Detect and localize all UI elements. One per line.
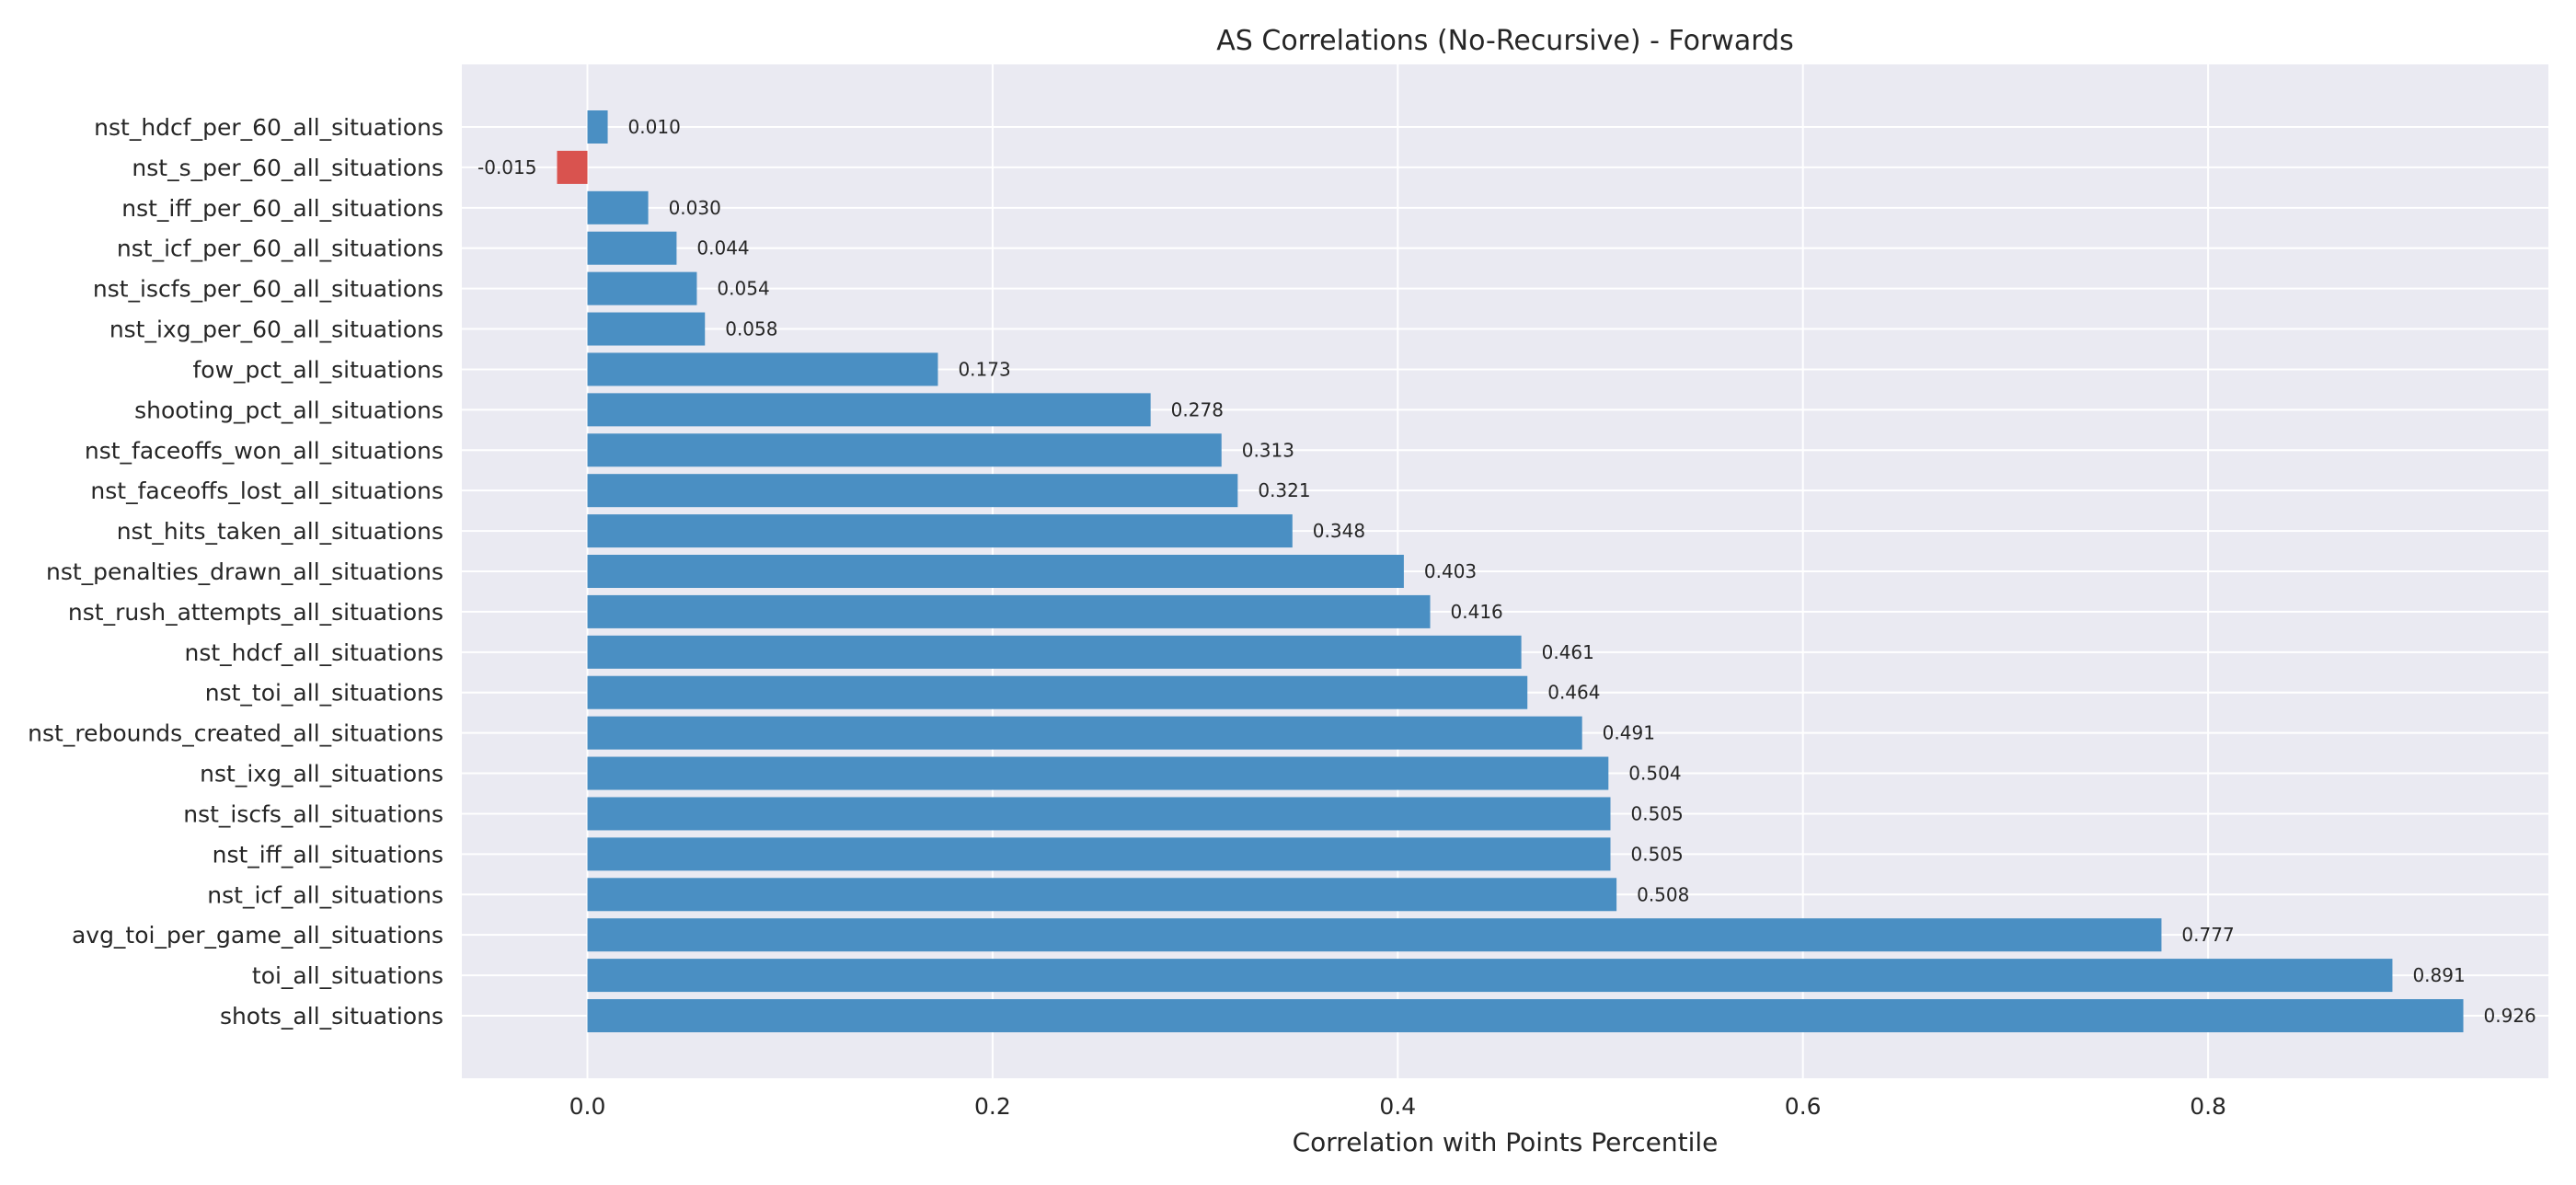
bar-toi_all_situations [587,959,2393,993]
value-label: 0.403 [1424,560,1477,582]
y-tick-label: nst_icf_per_60_all_situations [117,236,443,262]
y-tick-label: nst_rebounds_created_all_situations [28,720,443,747]
value-label: 0.054 [717,278,769,300]
y-tick-label: shooting_pct_all_situations [134,397,443,423]
y-tick-label: nst_iff_all_situations [213,841,443,868]
value-label: 0.464 [1547,682,1600,704]
y-tick-labels: nst_hdcf_per_60_all_situations nst_s_per_… [28,114,443,1030]
y-tick-label: toi_all_situations [252,962,443,989]
chart-title: AS Correlations (No-Recursive) - Forward… [1216,25,1793,57]
bar-nst_faceoffs_lost_all_situations [587,474,1238,508]
bar-nst_iscfs_all_situations [587,797,1611,831]
y-tick-label: nst_hits_taken_all_situations [117,518,443,545]
x-tick-label: 0.2 [974,1093,1011,1120]
y-tick-label: nst_icf_all_situations [207,881,443,908]
bar-avg_toi_per_game_all_situations [587,918,2162,952]
value-label: 0.313 [1242,439,1294,461]
value-label: 0.926 [2484,1005,2536,1027]
y-tick-label: nst_hdcf_all_situations [185,639,444,666]
x-tick-label: 0.6 [1785,1093,1822,1120]
x-tick-labels: 0.0 0.2 0.4 0.6 0.8 [569,1093,2226,1120]
y-tick-label: nst_ixg_per_60_all_situations [109,316,443,343]
bar-nst_icf_all_situations [587,878,1617,912]
value-label: 0.030 [669,197,721,219]
y-tick-label: nst_penalties_drawn_all_situations [46,558,443,585]
bar-shooting_pct_all_situations [587,393,1151,427]
y-tick-label: fow_pct_all_situations [192,356,443,383]
value-label: 0.173 [958,358,1010,380]
value-label: 0.058 [725,318,777,340]
bar-nst_ixg_per_60_all_situations [587,312,706,346]
value-label: -0.015 [477,156,536,178]
bar-nst_iff_per_60_all_situations [587,190,649,224]
value-label: 0.505 [1631,843,1684,865]
y-tick-label: shots_all_situations [220,1003,443,1030]
bar-nst_hits_taken_all_situations [587,514,1293,548]
value-labels: 0.010 -0.015 0.030 0.044 0.054 0.058 0.173 0.27… [477,116,2536,1027]
y-tick-label: nst_rush_attempts_all_situations [68,599,443,626]
value-label: 0.491 [1603,722,1655,744]
value-label: 0.010 [628,116,681,138]
y-tick-label: nst_iscfs_all_situations [183,800,443,827]
value-label: 0.508 [1637,883,1689,905]
bar-nst_hdcf_all_situations [587,635,1522,669]
bar-nst_toi_all_situations [587,675,1528,709]
y-tick-label: nst_ixg_all_situations [200,761,443,788]
bar-nst_rebounds_created_all_situations [587,716,1582,750]
y-tick-label: nst_toi_all_situations [205,680,443,707]
value-label: 0.348 [1313,520,1365,542]
value-label: 0.891 [2412,964,2465,986]
bar-nst_faceoffs_won_all_situations [587,433,1222,467]
y-tick-label: nst_faceoffs_won_all_situations [85,437,443,464]
y-tick-label: nst_hdcf_per_60_all_situations [94,114,443,141]
x-tick-label: 0.0 [569,1093,606,1120]
bar-shots_all_situations [587,999,2464,1032]
bar-nst_iff_all_situations [587,837,1611,871]
bar-nst_ixg_all_situations [587,756,1609,790]
value-label: 0.278 [1171,398,1224,420]
x-tick-label: 0.8 [2190,1093,2226,1120]
bars [557,110,2464,1032]
bar-nst_iscfs_per_60_all_situations [587,271,697,305]
value-label: 0.416 [1451,601,1503,623]
bar-nst_s_per_60_all_situations [557,150,588,184]
x-tick-label: 0.4 [1379,1093,1416,1120]
value-label: 0.777 [2181,924,2234,946]
value-label: 0.505 [1631,802,1684,824]
y-tick-label: avg_toi_per_game_all_situations [72,922,443,949]
x-axis-title: Correlation with Points Percentile [1293,1127,1719,1157]
value-label: 0.044 [696,237,749,259]
bar-nst_hdcf_per_60_all_situations [587,110,608,144]
y-tick-label: nst_iff_per_60_all_situations [121,195,443,222]
value-label: 0.504 [1628,763,1681,785]
bar-nst_penalties_drawn_all_situations [587,555,1404,588]
bar-nst_rush_attempts_all_situations [587,594,1431,628]
y-tick-label: nst_iscfs_per_60_all_situations [93,276,443,303]
y-tick-label: nst_s_per_60_all_situations [132,155,443,181]
bar-nst_icf_per_60_all_situations [587,231,677,265]
y-tick-label: nst_faceoffs_lost_all_situations [90,477,443,504]
bar-fow_pct_all_situations [587,352,938,386]
value-label: 0.461 [1542,641,1594,663]
value-label: 0.321 [1258,479,1310,501]
